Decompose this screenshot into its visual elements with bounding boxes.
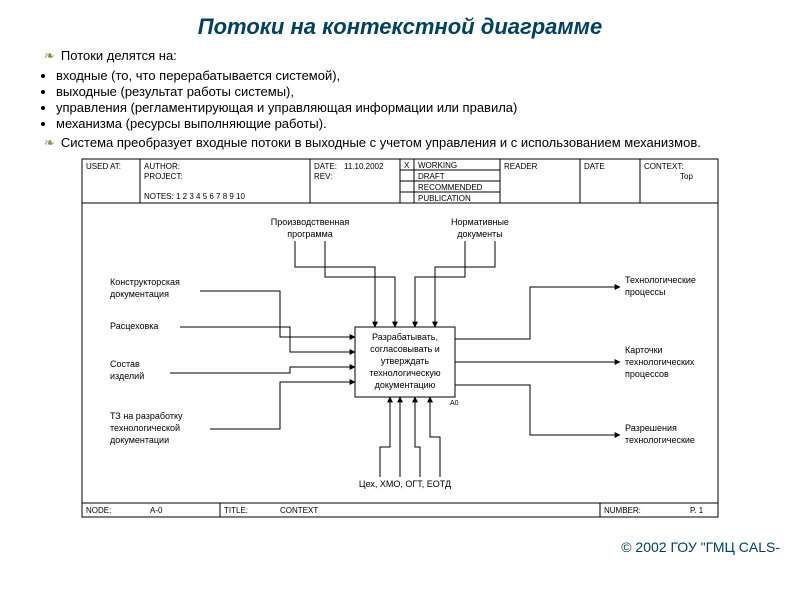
ftr-node-val: A-0: [150, 506, 163, 515]
svg-text:Расцеховка: Расцеховка: [110, 321, 158, 331]
svg-text:Конструкторская: Конструкторская: [110, 277, 180, 287]
inputs: Конструкторская документация Расцеховка …: [110, 277, 355, 445]
idef0-header: USED AT: AUTHOR: PROJECT: NOTES: 1 2 3 4…: [82, 159, 718, 203]
context-box: Разрабатывать, согласовывать и утверждат…: [355, 327, 459, 407]
svg-text:согласовывать и: согласовывать и: [370, 344, 440, 354]
bullet-item: входные (то, что перерабатывается систем…: [56, 68, 780, 83]
hdr-draft: DRAFT: [418, 172, 445, 181]
svg-text:Цех, ХМО, ОГТ, ЕОТД: Цех, ХМО, ОГТ, ЕОТД: [359, 479, 451, 489]
bullet-list-2: Система преобразует входные потоки в вых…: [20, 135, 780, 151]
svg-text:процессы: процессы: [625, 287, 665, 297]
bullet-intro: Потоки делятся на:: [44, 48, 780, 64]
svg-text:изделий: изделий: [110, 371, 144, 381]
svg-text:Технологические: Технологические: [625, 275, 696, 285]
hdr-recommended: RECOMMENDED: [418, 183, 483, 192]
svg-text:документы: документы: [457, 229, 502, 239]
svg-text:Карточки: Карточки: [625, 345, 663, 355]
hdr-notes: NOTES: 1 2 3 4 5 6 7 8 9 10: [144, 192, 246, 201]
hdr-x: X: [404, 161, 410, 170]
idef0-footer: NODE: A-0 TITLE: CONTEXT NUMBER: P. 1: [82, 503, 718, 517]
bullet-item: механизма (ресурсы выполняющие работы).: [56, 116, 780, 131]
hdr-date-val: 11.10.2002: [344, 162, 384, 171]
svg-text:технологические: технологические: [625, 435, 695, 445]
hdr-context-val: Top: [680, 172, 693, 181]
page-title: Потоки на контекстной диаграмме: [20, 14, 780, 40]
hdr-reader: READER: [504, 162, 538, 171]
bullet-item: выходные (результат работы системы),: [56, 84, 780, 99]
outputs: Технологические процессы Карточки технол…: [455, 275, 696, 445]
idef0-diagram: USED AT: AUTHOR: PROJECT: NOTES: 1 2 3 4…: [80, 157, 720, 537]
bullet-outro: Система преобразует входные потоки в вых…: [44, 135, 780, 151]
svg-text:A0: A0: [450, 400, 459, 407]
svg-text:документация: документация: [110, 289, 169, 299]
ftr-node: NODE:: [86, 506, 111, 515]
hdr-hdate: DATE: [584, 162, 605, 171]
bullet-list: Потоки делятся на:: [20, 48, 780, 64]
ftr-number: NUMBER:: [604, 506, 641, 515]
ftr-title: TITLE:: [224, 506, 248, 515]
hdr-rev: REV:: [314, 172, 332, 181]
copyright: © 2002 ГОУ "ГМЦ CALS-: [20, 539, 780, 555]
hdr-working: WORKING: [418, 161, 457, 170]
svg-text:технологической: технологической: [110, 423, 180, 433]
svg-text:Разрабатывать,: Разрабатывать,: [372, 332, 438, 342]
hdr-date: DATE:: [314, 162, 337, 171]
svg-text:утверждать: утверждать: [381, 356, 430, 366]
svg-text:ТЗ на разработку: ТЗ на разработку: [110, 411, 183, 421]
svg-text:Производственная: Производственная: [271, 217, 350, 227]
hdr-used-at: USED AT:: [86, 162, 121, 171]
svg-text:Состав: Состав: [110, 359, 140, 369]
svg-text:программа: программа: [287, 229, 333, 239]
hdr-context: CONTEXT:: [644, 162, 684, 171]
svg-text:процессов: процессов: [625, 369, 669, 379]
ftr-number-val: P. 1: [690, 506, 704, 515]
mechanism: Цех, ХМО, ОГТ, ЕОТД: [359, 397, 451, 489]
ftr-title-val: CONTEXT: [280, 506, 318, 515]
svg-text:технологических: технологических: [625, 357, 695, 367]
svg-text:документации: документации: [110, 435, 169, 445]
bullet-item: управления (регламентирующая и управляющ…: [56, 100, 780, 115]
hdr-author: AUTHOR:: [144, 162, 180, 171]
controls: Производственная программа Нормативные д…: [271, 217, 509, 327]
hdr-project: PROJECT:: [144, 172, 183, 181]
svg-text:Нормативные: Нормативные: [451, 217, 509, 227]
svg-text:Разрешения: Разрешения: [625, 423, 677, 433]
svg-text:технологическую: технологическую: [369, 368, 441, 378]
svg-text:документацию: документацию: [375, 380, 436, 390]
bullet-inner: входные (то, что перерабатывается систем…: [20, 68, 780, 131]
hdr-publication: PUBLICATION: [418, 194, 471, 203]
